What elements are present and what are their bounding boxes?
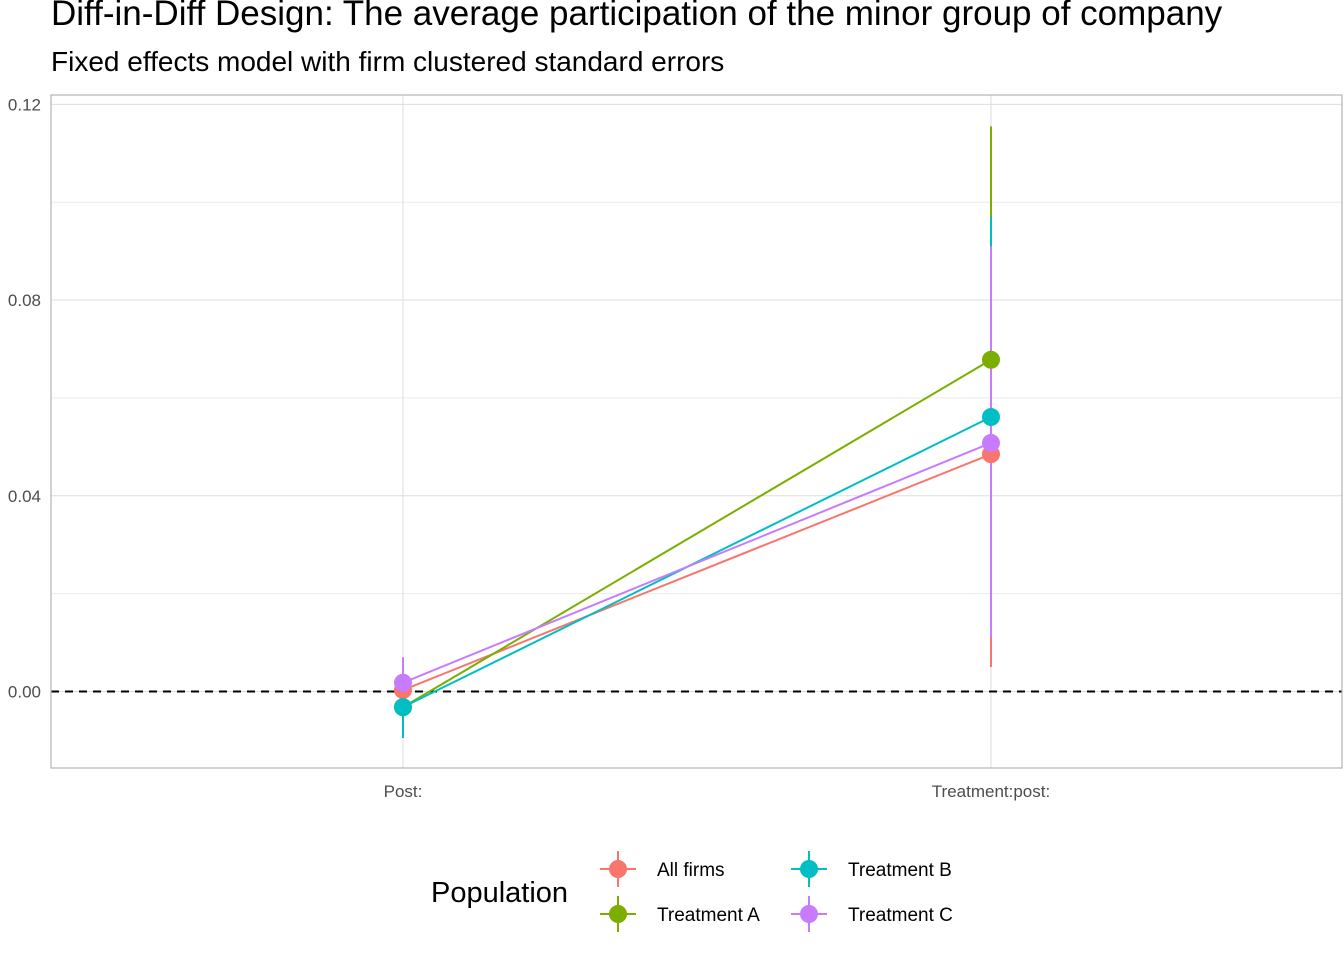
legend-entry-label: Treatment C [848,905,953,926]
legend-entry-label: Treatment A [657,905,760,926]
legend: Population All firms Treatment A Treatment … [431,851,953,932]
y-tick-label: 0.04 [8,487,41,506]
legend-key-point [609,860,627,878]
axis-layer: 0.00 0.04 0.08 0.12 Post: Treatment:post: [8,94,1343,801]
legend-entry-label: All firms [657,860,725,881]
series-layer [51,126,1342,738]
y-tick-label: 0.08 [8,291,41,310]
legend-key-point [800,905,818,923]
x-tick-label: Post: [384,782,423,801]
chart-subtitle: Fixed effects model with firm clustered … [51,46,725,77]
legend-title: Population [431,877,568,909]
data-point [982,350,1000,369]
panel-border [50,94,1343,769]
grid-layer [51,95,1342,768]
legend-key-point [609,905,627,923]
data-point [982,433,1000,452]
legend-entry-label: Treatment B [848,860,952,881]
legend-key-point [800,860,818,878]
series-line [402,358,992,709]
series-line [402,442,992,684]
y-tick-label: 0.12 [8,95,41,114]
data-point [394,673,412,692]
data-point [394,698,412,717]
x-tick-label: Treatment:post: [932,782,1050,801]
y-tick-label: 0.00 [8,683,41,702]
series-line [402,453,992,691]
data-point [982,408,1000,427]
chart-title: Diff-in-Diff Design: The average partici… [51,0,1223,33]
